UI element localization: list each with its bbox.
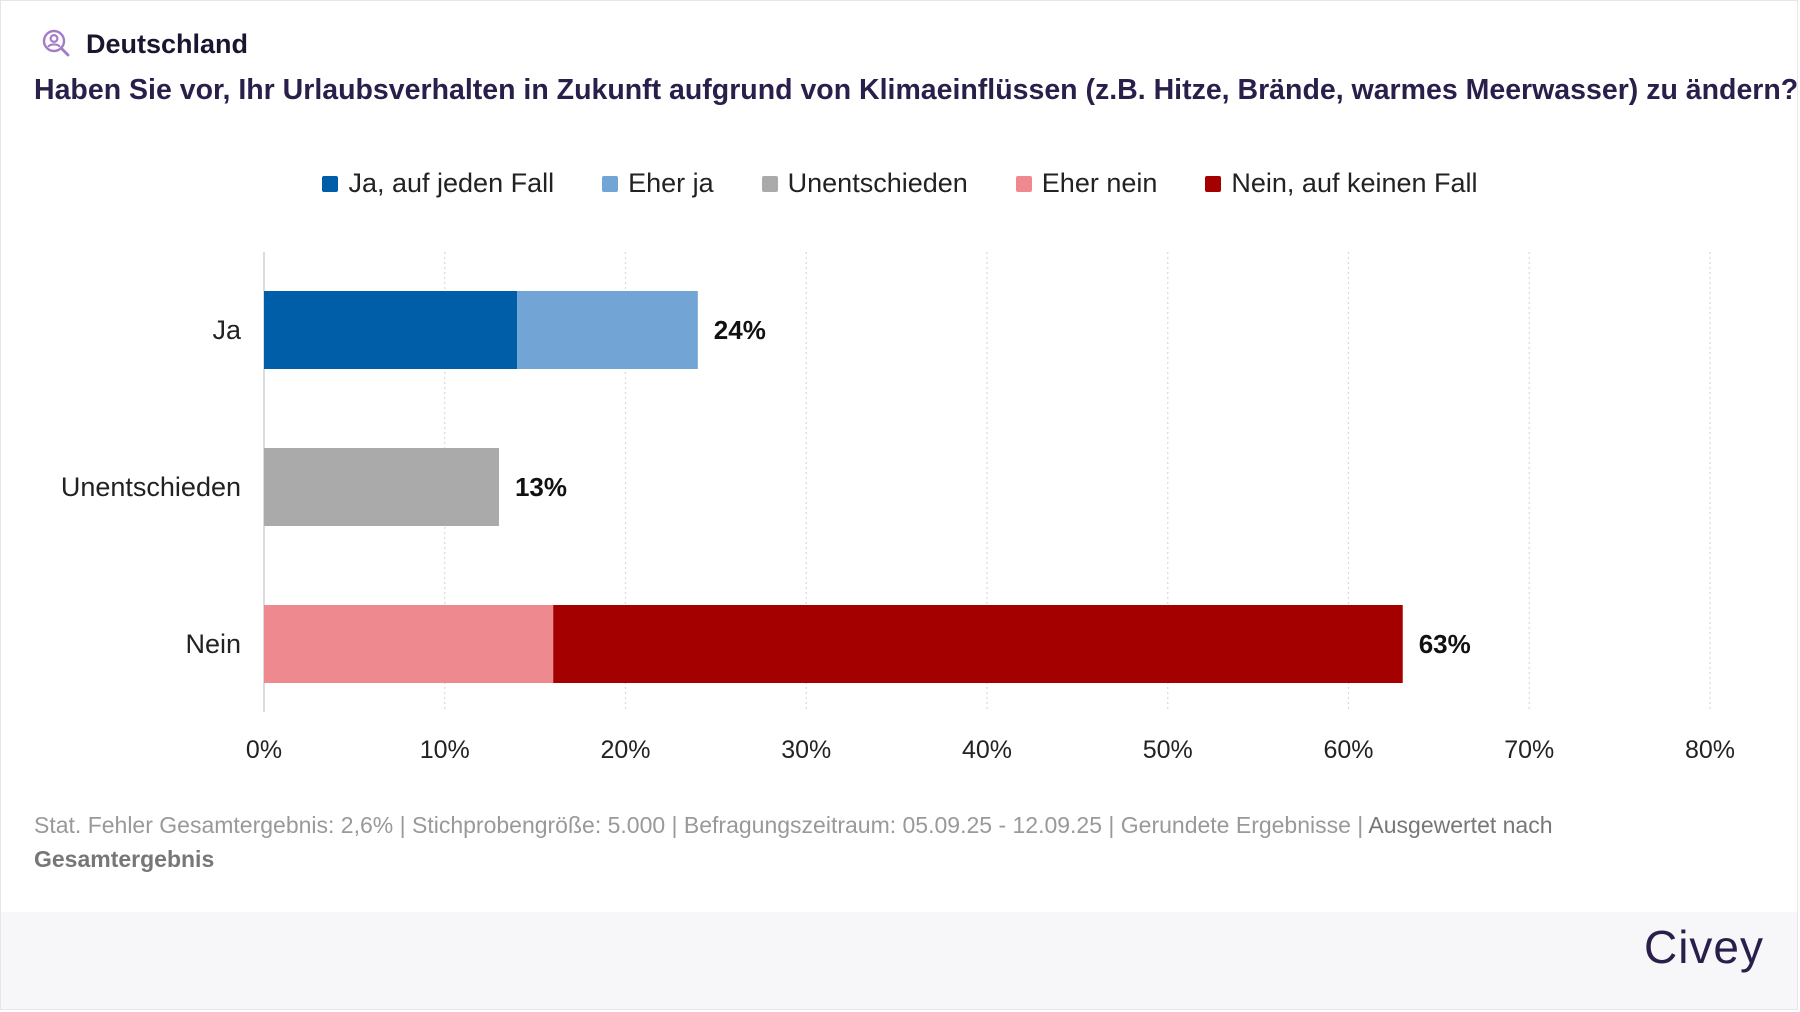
category-label: Ja (212, 315, 242, 345)
footer-note: Stat. Fehler Gesamtergebnis: 2,6% | Stic… (34, 808, 1634, 876)
footer-eval-value: Gesamtergebnis (34, 846, 215, 872)
legend-label: Nein, auf keinen Fall (1231, 168, 1478, 198)
x-tick-label: 30% (781, 736, 831, 764)
bar-segment (264, 605, 554, 683)
x-tick-label: 50% (1143, 736, 1193, 764)
legend-swatch (1205, 175, 1222, 192)
footer-stats: Stat. Fehler Gesamtergebnis: 2,6% | Stic… (34, 812, 1369, 838)
legend-item: Eher nein (1015, 168, 1158, 199)
legend-swatch (761, 175, 778, 192)
category-label: Unentschieden (61, 472, 241, 502)
bar-segment (517, 291, 698, 369)
footer-bar (1, 912, 1797, 1009)
footer-eval-label: Ausgewertet nach (1368, 812, 1553, 838)
x-tick-label: 20% (600, 736, 650, 764)
legend-label: Unentschieden (787, 168, 968, 198)
x-tick-label: 80% (1685, 736, 1735, 764)
legend-label: Eher nein (1041, 168, 1158, 198)
legend-item: Ja, auf jeden Fall (322, 168, 554, 199)
legend-swatch (1015, 175, 1032, 192)
x-tick-label: 60% (1323, 736, 1373, 764)
legend-label: Ja, auf jeden Fall (348, 168, 555, 198)
region-label: Deutschland (86, 28, 249, 59)
legend-swatch (322, 175, 339, 192)
bar-total-label: 63% (1419, 629, 1471, 659)
legend-item: Nein, auf keinen Fall (1205, 168, 1478, 199)
legend-label: Eher ja (628, 168, 714, 198)
bar-chart: 0% 10% 20% 30% 40% 50% 60% 70% 80% Ja 24% Unentschi… (61, 252, 1735, 764)
bar-segment (264, 448, 499, 526)
bar-total-label: 13% (515, 472, 567, 502)
x-tick-label: 10% (420, 736, 470, 764)
x-tick-label: 70% (1504, 736, 1554, 764)
brand-logo: Civey (1643, 921, 1764, 973)
category-label: Nein (185, 629, 241, 659)
region-header: Deutschland (40, 26, 248, 62)
legend-item: Unentschieden (761, 168, 968, 199)
search-user-icon (42, 29, 70, 57)
x-tick-label: 40% (962, 736, 1012, 764)
bar-total-label: 24% (714, 315, 766, 345)
bar-segment (264, 291, 518, 369)
bar-segment (553, 605, 1403, 683)
chart-question: Haben Sie vor, Ihr Urlaubsverhalten in Z… (34, 74, 1799, 106)
x-tick-label: 0% (246, 736, 282, 764)
chart-legend: Ja, auf jeden Fall Eher ja Unentschieden Eh… (0, 168, 1800, 199)
legend-item: Eher ja (602, 168, 714, 199)
legend-swatch (602, 175, 619, 192)
